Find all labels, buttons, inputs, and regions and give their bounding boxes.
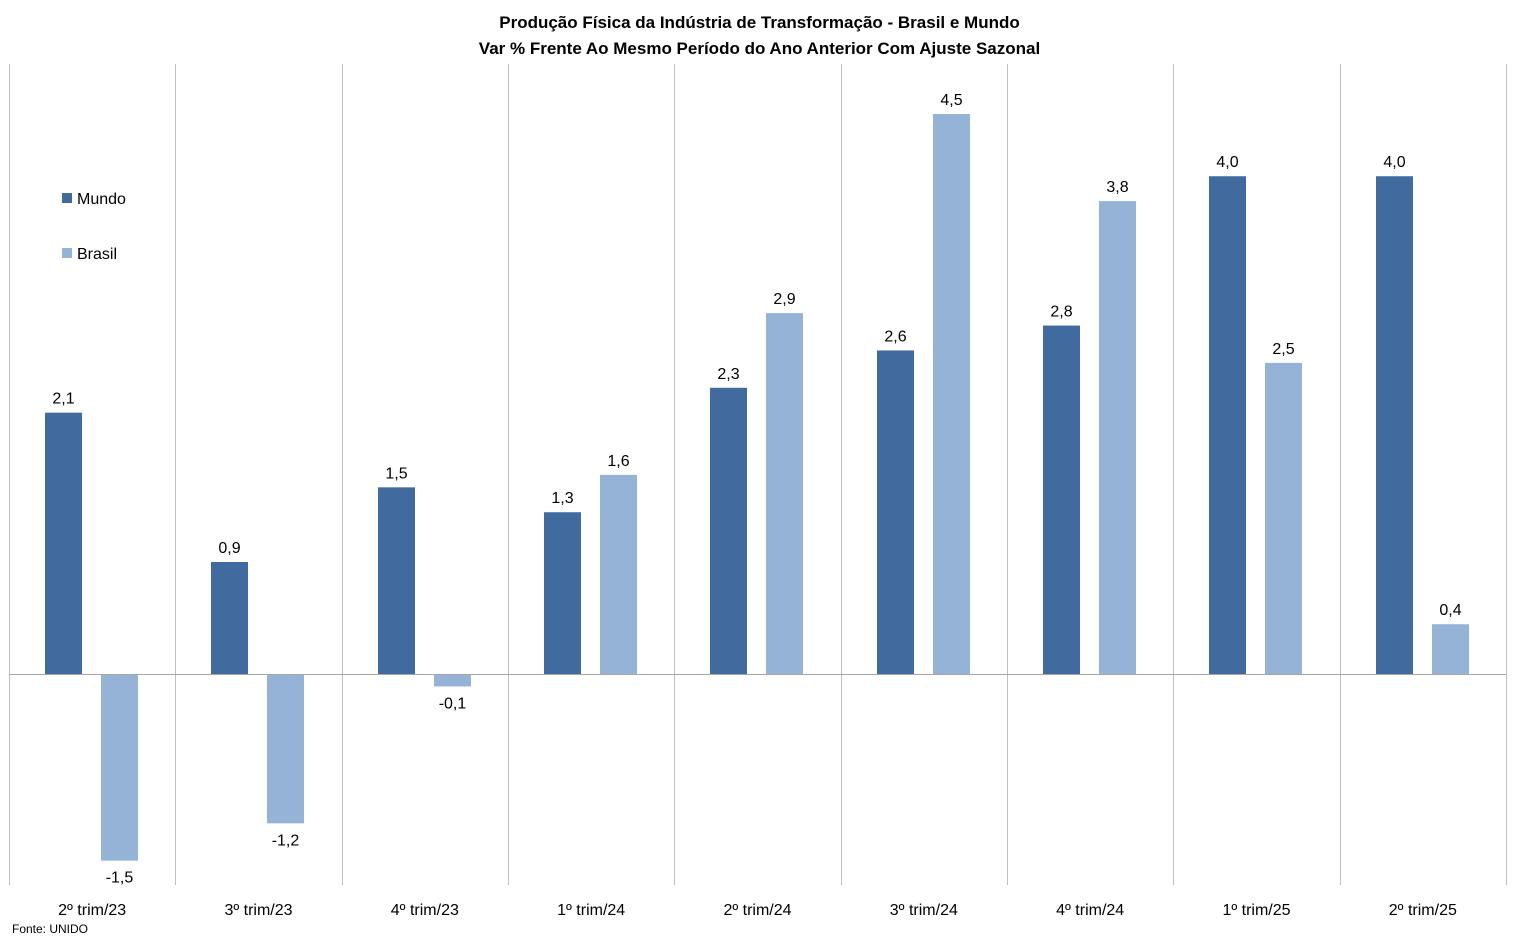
data-label: 0,9 bbox=[218, 540, 240, 557]
data-label: 4,0 bbox=[1383, 154, 1405, 171]
data-label: 2,1 bbox=[52, 391, 74, 408]
data-label: -1,5 bbox=[106, 870, 134, 887]
data-label: 0,4 bbox=[1439, 602, 1461, 619]
bar-mundo bbox=[45, 412, 82, 674]
bar-mundo bbox=[378, 487, 415, 674]
bar-brasil bbox=[434, 674, 471, 687]
bar-mundo bbox=[877, 350, 914, 674]
data-label: 4,0 bbox=[1216, 154, 1238, 171]
legend-label-brasil: Brasil bbox=[77, 246, 117, 263]
bar-mundo bbox=[1043, 325, 1080, 674]
data-label: 2,8 bbox=[1050, 304, 1072, 321]
data-label: 1,6 bbox=[607, 453, 629, 470]
x-tick-label: 3º trim/24 bbox=[890, 902, 958, 919]
bar-brasil bbox=[1265, 362, 1302, 674]
data-label: -1,2 bbox=[272, 832, 300, 849]
bar-mundo bbox=[1376, 176, 1413, 674]
bar-brasil bbox=[267, 674, 304, 824]
x-tick-label: 2º trim/24 bbox=[723, 902, 791, 919]
legend-label-mundo: Mundo bbox=[77, 191, 126, 208]
bar-brasil bbox=[1432, 624, 1469, 674]
bar-brasil bbox=[1099, 201, 1136, 674]
bar-brasil bbox=[766, 313, 803, 674]
legend-swatch-brasil bbox=[62, 248, 72, 258]
bar-brasil bbox=[101, 674, 138, 861]
data-label: -0,1 bbox=[439, 695, 467, 712]
x-tick-label: 2º trim/23 bbox=[58, 902, 126, 919]
bar-mundo bbox=[710, 387, 747, 674]
x-tick-label: 2º trim/25 bbox=[1389, 902, 1457, 919]
data-label: 1,5 bbox=[385, 465, 407, 482]
bar-mundo bbox=[544, 512, 581, 674]
data-label: 2,6 bbox=[884, 328, 906, 345]
source-note: Fonte: UNIDO bbox=[12, 922, 89, 936]
data-label: 2,9 bbox=[773, 291, 795, 308]
data-label: 2,3 bbox=[717, 366, 739, 383]
chart-title: Produção Física da Indústria de Transfor… bbox=[0, 10, 1519, 62]
x-tick-label: 1º trim/25 bbox=[1222, 902, 1290, 919]
bar-brasil bbox=[600, 474, 637, 674]
x-tick-label: 1º trim/24 bbox=[557, 902, 625, 919]
data-label: 1,3 bbox=[551, 490, 573, 507]
bar-mundo bbox=[211, 562, 248, 674]
x-tick-label: 4º trim/24 bbox=[1056, 902, 1124, 919]
chart-title-line1: Produção Física da Indústria de Transfor… bbox=[499, 13, 1020, 32]
legend-swatch-mundo bbox=[62, 193, 72, 203]
x-tick-label: 3º trim/23 bbox=[224, 902, 292, 919]
bar-mundo bbox=[1209, 176, 1246, 674]
bar-brasil bbox=[933, 114, 970, 674]
x-tick-label: 4º trim/23 bbox=[391, 902, 459, 919]
data-label: 2,5 bbox=[1272, 341, 1294, 358]
data-label: 4,5 bbox=[940, 92, 962, 109]
data-label: 3,8 bbox=[1106, 179, 1128, 196]
chart-subtitle: Var % Frente Ao Mesmo Período do Ano Ant… bbox=[478, 39, 1041, 58]
